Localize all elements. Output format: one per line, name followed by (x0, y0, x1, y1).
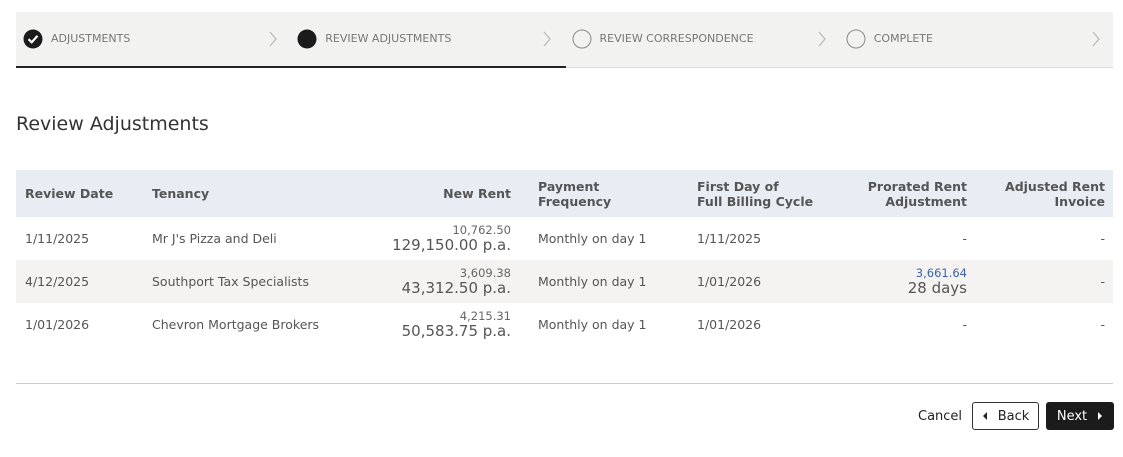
table-cell: Monthly on day 1 (538, 231, 646, 246)
step-chevron (269, 31, 277, 47)
step: COMPLETE (839, 12, 1113, 67)
cell-text: Southport Tax Specialists (152, 274, 309, 289)
column-header: New Rent (443, 186, 511, 201)
header-line: New Rent (443, 186, 511, 201)
table-cell: 3,661.64 28 days (908, 267, 967, 297)
header-line: Payment (538, 179, 600, 194)
column-header: Tenancy (152, 186, 209, 201)
table-cell: - (1100, 274, 1105, 289)
progress-underline (16, 66, 566, 68)
step-label: ADJUSTMENTS (51, 32, 131, 45)
table-cell: Monthly on day 1 (538, 274, 646, 289)
step-icon (846, 29, 866, 49)
table-row: 4/12/2025 Southport Tax Specialists 3,609.… (16, 260, 1113, 303)
back-icon (982, 412, 987, 420)
cell-text: Monthly on day 1 (538, 274, 647, 289)
cell-line: 10,762.50 (452, 223, 511, 237)
cell-text: 4/12/2025 (25, 274, 90, 289)
cell-text: Mr J's Pizza and Deli (152, 231, 277, 246)
step-chevron (543, 31, 552, 47)
table-cell: - (962, 231, 967, 246)
cell-text: 1/11/2025 (697, 231, 762, 246)
cell-text: 1/01/2026 (697, 274, 762, 289)
table-cell: 1/11/2025 (697, 231, 761, 246)
table-cell: Monthly on day 1 (538, 317, 646, 332)
step: REVIEW CORRESPONDENCE (565, 12, 839, 67)
step: ADJUSTMENTS (16, 12, 290, 67)
table-row: 1/11/2025 Mr J's Pizza and Deli 10,762.50 1… (16, 217, 1113, 260)
column-header: Prorated Rent Adjustment (868, 179, 967, 209)
column-header: Payment Frequency (538, 179, 611, 209)
column-header: Review Date (25, 186, 113, 201)
next-icon (1098, 412, 1103, 420)
cell-text: Monthly on day 1 (538, 317, 647, 332)
next-button[interactable]: Next (1046, 402, 1114, 430)
header-line: Review Date (25, 186, 114, 201)
step-icon (23, 29, 43, 49)
cell-text: 1/11/2025 (25, 231, 90, 246)
prorated-link[interactable]: 3,661.64 (915, 266, 967, 280)
column-header: First Day of Full Billing Cycle (697, 179, 813, 209)
cancel-button[interactable]: Cancel (918, 409, 963, 424)
page-title: Review Adjustments (16, 113, 209, 135)
table-cell: Chevron Mortgage Brokers (152, 317, 319, 332)
cell-line: 3,609.38 (459, 266, 511, 280)
table-cell: 4/12/2025 (25, 274, 89, 289)
table-cell: 1/01/2026 (697, 317, 761, 332)
cell-line: 43,312.50 p.a. (401, 279, 511, 297)
cell-text: 1/01/2026 (697, 317, 762, 332)
table-cell: - (1100, 317, 1105, 332)
step-label: REVIEW ADJUSTMENTS (325, 32, 452, 45)
divider (16, 383, 1113, 384)
cell-line: 50,583.75 p.a. (401, 322, 511, 340)
stepper: ADJUSTMENTS REVIEW ADJUSTMENTS REVIEW CORR… (16, 12, 1113, 68)
header-line: Frequency (538, 194, 612, 209)
step-chevron (1092, 31, 1100, 47)
table-cell: Southport Tax Specialists (152, 274, 309, 289)
step-label: REVIEW CORRESPONDENCE (599, 32, 754, 45)
cell-text: - (1100, 317, 1105, 332)
header-line: First Day of (697, 179, 779, 194)
header-line: Adjusted Rent (1005, 179, 1105, 194)
column-header: Adjusted Rent Invoice (1005, 179, 1105, 209)
table-cell: 10,762.50 129,150.00 p.a. (392, 224, 511, 254)
cell-text: - (962, 231, 967, 246)
cell-text: - (1100, 274, 1105, 289)
table-row: 1/01/2026 Chevron Mortgage Brokers 4,215.3… (16, 303, 1113, 346)
step-label: COMPLETE (873, 32, 933, 45)
table-cell: 4,215.31 50,583.75 p.a. (402, 310, 511, 340)
table-cell: 1/01/2026 (697, 274, 761, 289)
table-cell: 1/11/2025 (25, 231, 89, 246)
cell-line: 28 days (907, 279, 967, 297)
cell-text: Monthly on day 1 (538, 231, 647, 246)
table-header: Review Date Tenancy New Rent Payment Frequen… (16, 170, 1113, 217)
header-line: Adjustment (885, 194, 967, 209)
step-chevron (818, 31, 826, 47)
cell-line: 129,150.00 p.a. (392, 236, 511, 254)
header-line: Full Billing Cycle (697, 194, 814, 209)
cell-text: - (962, 317, 967, 332)
header-line: Tenancy (152, 186, 210, 201)
cell-text: - (1100, 231, 1105, 246)
step-icon (572, 29, 591, 49)
table-cell: - (962, 317, 967, 332)
table-cell: Mr J's Pizza and Deli (152, 231, 277, 246)
table-cell: - (1100, 231, 1105, 246)
table-cell: 3,609.38 43,312.50 p.a. (402, 267, 511, 297)
header-line: Prorated Rent (867, 179, 967, 194)
cell-line: 4,215.31 (459, 309, 511, 323)
next-label: Next (1056, 408, 1088, 424)
back-label: Back (997, 408, 1030, 424)
table-cell: 1/01/2026 (25, 317, 89, 332)
cell-text: 1/01/2026 (25, 317, 90, 332)
back-button[interactable]: Back (972, 402, 1039, 430)
step-icon (297, 29, 317, 49)
header-line: Invoice (1054, 194, 1105, 209)
cell-text: Chevron Mortgage Brokers (152, 317, 320, 332)
step: REVIEW ADJUSTMENTS (290, 12, 564, 67)
